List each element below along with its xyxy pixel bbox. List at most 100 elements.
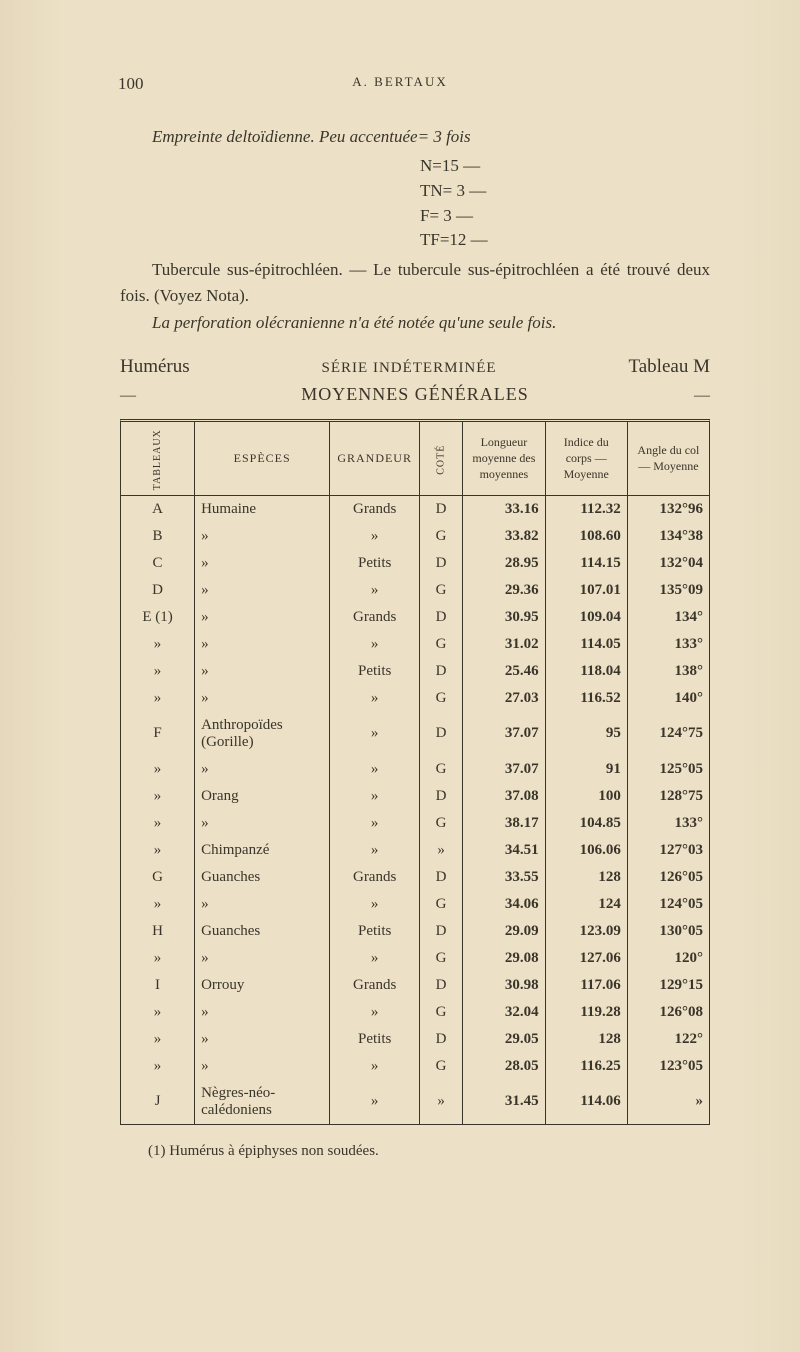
- table-cell: 91: [545, 756, 627, 783]
- table-cell: 117.06: [545, 972, 627, 999]
- subtitle-right-dash: —: [694, 387, 710, 405]
- table-cell: »: [194, 756, 329, 783]
- table-cell: 27.03: [462, 685, 545, 712]
- table-cell: 125°05: [627, 756, 709, 783]
- col-label: ESPÈCES: [234, 451, 291, 465]
- table-cell: 124: [545, 891, 627, 918]
- table-cell: 109.04: [545, 604, 627, 631]
- table-row: AHumaineGrandsD33.16112.32132°96: [121, 496, 709, 523]
- table-row: »»»G29.08127.06120°: [121, 945, 709, 972]
- table-cell: 127°03: [627, 837, 709, 864]
- empreinte-text: Empreinte deltoïdienne. Peu accentuée= 3…: [152, 127, 471, 146]
- table-cell: »: [329, 837, 419, 864]
- table-cell: I: [121, 972, 194, 999]
- table-row: »»»G31.02114.05133°: [121, 631, 709, 658]
- table-cell: »: [121, 891, 194, 918]
- table-row: B»»G33.82108.60134°38: [121, 523, 709, 550]
- table-row: »»»G27.03116.52140°: [121, 685, 709, 712]
- table-cell: »: [121, 945, 194, 972]
- table-cell: 119.28: [545, 999, 627, 1026]
- table-cell: D: [419, 864, 462, 891]
- col-label: COTÉ: [434, 445, 448, 475]
- table-cell: 130°05: [627, 918, 709, 945]
- table-cell: Guanches: [194, 918, 329, 945]
- table-cell: 132°96: [627, 496, 709, 523]
- table-cell: 28.05: [462, 1053, 545, 1080]
- table-cell: 32.04: [462, 999, 545, 1026]
- table-cell: 95: [545, 712, 627, 756]
- table-cell: J: [121, 1080, 194, 1124]
- table-cell: 123.09: [545, 918, 627, 945]
- table-cell: 126°08: [627, 999, 709, 1026]
- table-cell: 124°05: [627, 891, 709, 918]
- table-cell: 104.85: [545, 810, 627, 837]
- table-cell: D: [419, 604, 462, 631]
- title-left: Humérus: [120, 356, 190, 378]
- table-cell: Petits: [329, 658, 419, 685]
- table-subtitle-row: — MOYENNES GÉNÉRALES —: [120, 380, 710, 405]
- table-cell: 128: [545, 864, 627, 891]
- table-cell: 118.04: [545, 658, 627, 685]
- table-cell: 134°38: [627, 523, 709, 550]
- table-cell: »: [194, 604, 329, 631]
- table-cell: 29.09: [462, 918, 545, 945]
- table-cell: D: [419, 712, 462, 756]
- table-cell: 37.07: [462, 756, 545, 783]
- table-cell: Petits: [329, 550, 419, 577]
- table-cell: »: [194, 523, 329, 550]
- table-row: FAnthropoïdes (Gorille)»D37.0795124°75: [121, 712, 709, 756]
- table-title-row: Humérus SÉRIE INDÉTERMINÉE Tableau M: [120, 356, 710, 378]
- table-cell: »: [121, 999, 194, 1026]
- table-row: HGuanchesPetitsD29.09123.09130°05: [121, 918, 709, 945]
- table-cell: »: [329, 783, 419, 810]
- table-row: »»PetitsD29.05128122°: [121, 1026, 709, 1053]
- equation-block: N=15 — TN= 3 — F= 3 — TF=12 —: [420, 154, 710, 253]
- table-cell: »: [329, 945, 419, 972]
- table-row: GGuanchesGrandsD33.55128126°05: [121, 864, 709, 891]
- table-cell: 127.06: [545, 945, 627, 972]
- table-cell: »: [329, 1080, 419, 1124]
- table-cell: G: [419, 523, 462, 550]
- table-row: »»PetitsD25.46118.04138°: [121, 658, 709, 685]
- table-cell: »: [121, 658, 194, 685]
- table-cell: »: [329, 756, 419, 783]
- table-cell: »: [419, 1080, 462, 1124]
- eq-line: TN= 3 —: [420, 179, 710, 204]
- table-cell: »: [627, 1080, 709, 1124]
- table-cell: 31.45: [462, 1080, 545, 1124]
- table-cell: »: [329, 999, 419, 1026]
- table-cell: 25.46: [462, 658, 545, 685]
- data-table: TABLEAUX ESPÈCES GRANDEUR COTÉ Longueur …: [120, 419, 710, 1125]
- table-cell: Grands: [329, 972, 419, 999]
- table-cell: 34.06: [462, 891, 545, 918]
- col-label: TABLEAUX: [151, 429, 165, 490]
- table-cell: G: [419, 945, 462, 972]
- subtitle-center: MOYENNES GÉNÉRALES: [301, 384, 529, 405]
- table-row: JNègres-néo-calédoniens»»31.45114.06»: [121, 1080, 709, 1124]
- table-cell: 28.95: [462, 550, 545, 577]
- table-cell: Grands: [329, 864, 419, 891]
- table-cell: 33.55: [462, 864, 545, 891]
- table-cell: 38.17: [462, 810, 545, 837]
- table-cell: 114.15: [545, 550, 627, 577]
- table-cell: G: [419, 756, 462, 783]
- table-cell: G: [419, 999, 462, 1026]
- table-row: »»»G37.0791125°05: [121, 756, 709, 783]
- table-cell: D: [419, 918, 462, 945]
- table-cell: 133°: [627, 631, 709, 658]
- table-cell: »: [194, 945, 329, 972]
- body-text: Empreinte deltoïdienne. Peu accentuée= 3…: [120, 124, 710, 1160]
- table-cell: 114.06: [545, 1080, 627, 1124]
- table-cell: 29.05: [462, 1026, 545, 1053]
- table-cell: 134°: [627, 604, 709, 631]
- table-body: AHumaineGrandsD33.16112.32132°96B»»G33.8…: [121, 496, 709, 1124]
- table-cell: 37.07: [462, 712, 545, 756]
- table-cell: Anthropoïdes (Gorille): [194, 712, 329, 756]
- table-row: »»»G28.05116.25123°05: [121, 1053, 709, 1080]
- eq-line: N=15 —: [420, 154, 710, 179]
- table-cell: »: [194, 891, 329, 918]
- table-row: D»»G29.36107.01135°09: [121, 577, 709, 604]
- table-cell: »: [329, 891, 419, 918]
- table-cell: 120°: [627, 945, 709, 972]
- table-cell: »: [194, 631, 329, 658]
